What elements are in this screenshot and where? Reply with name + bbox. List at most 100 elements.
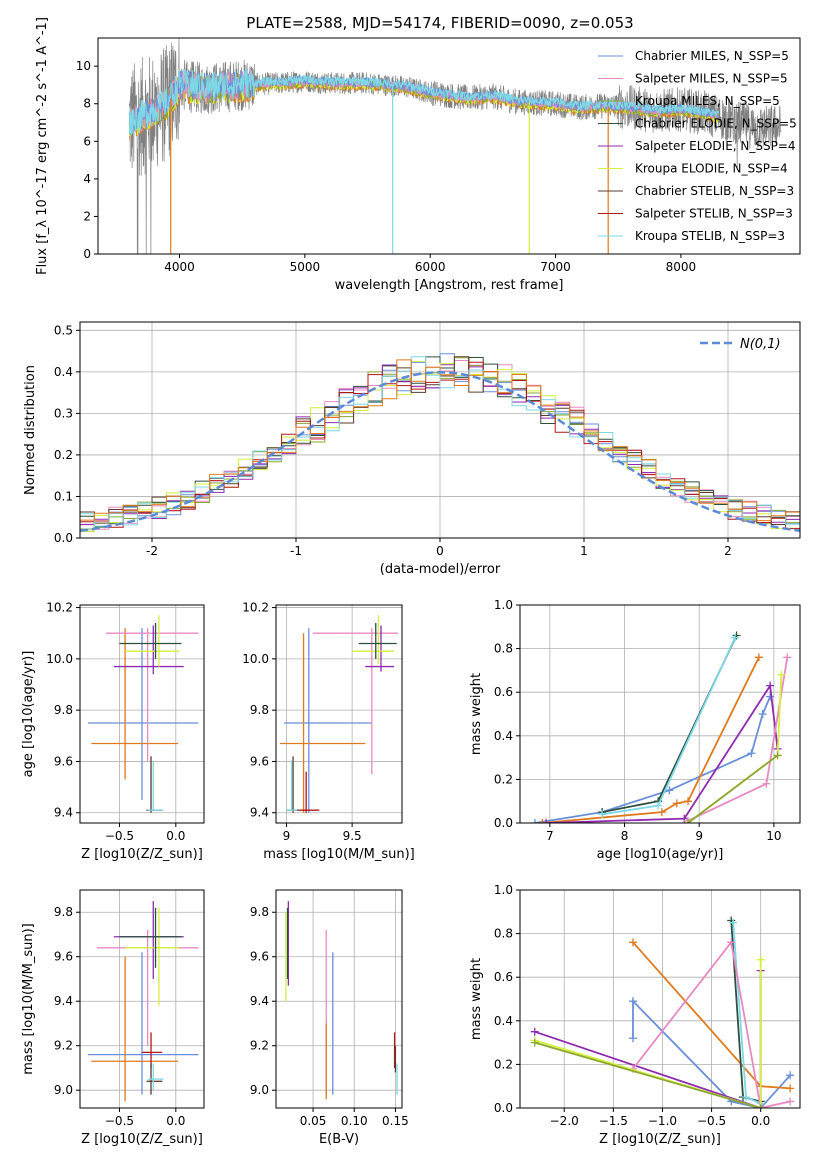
x-axis-label: E(B-V) (319, 1132, 359, 1147)
plot-area (87, 901, 199, 1102)
y-tick-label: 10.0 (242, 652, 269, 666)
axes-frame (79, 604, 205, 824)
data-point-marker (538, 819, 547, 823)
data-point-marker (727, 938, 736, 947)
x-tick-label: −0.5 (105, 829, 134, 843)
y-tick-label: 9.2 (54, 1039, 73, 1053)
y-tick-label: 9.8 (54, 703, 73, 717)
y-tick-label: 0.0 (54, 531, 73, 545)
y-axis-label: Normed distribution (23, 365, 38, 495)
data-point-marker (773, 751, 782, 760)
x-tick-label: 0 (436, 544, 444, 558)
x-tick-label: 10 (766, 829, 781, 843)
x-axis-label: Z [log10(Z/Z_sun)] (81, 1132, 203, 1147)
chart-mass_vs_ebv: 0.05 0.10 0.15 9.0 9.2 9.4 9.6 9.8 E(B-V) (250, 889, 409, 1147)
data-point-marker (657, 808, 666, 817)
legend-label: Salpeter ELODIE, N_SSP=4 (635, 139, 796, 153)
x-tick-label: 0.0 (166, 1114, 185, 1128)
y-tick-label: 9.0 (54, 1083, 73, 1097)
y-axis-label: mass weight (469, 958, 484, 1040)
data-point-marker (783, 653, 792, 662)
y-tick-label: 0.5 (54, 323, 73, 337)
data-point-marker (786, 1084, 795, 1093)
data-point-marker (598, 810, 607, 819)
legend: N(0,1) (700, 337, 781, 352)
x-tick-label: −0.5 (697, 1114, 726, 1128)
normal-curve (80, 371, 800, 532)
data-point-marker (766, 681, 775, 690)
data-point-marker (654, 801, 663, 810)
y-tick-label: 0.0 (494, 1101, 513, 1115)
x-axis-label: Z [log10(Z/Z_sun)] (81, 847, 203, 862)
data-point-marker (628, 938, 637, 947)
y-tick-label: 0.2 (494, 772, 513, 786)
x-tick-label: 0.0 (166, 829, 185, 843)
x-tick-label: -2 (146, 544, 158, 558)
axes-frame (79, 889, 205, 1109)
y-tick-label: 9.6 (250, 950, 269, 964)
legend-label: Kroupa STELIB, N_SSP=3 (635, 229, 785, 243)
axes-frame (97, 37, 801, 255)
weight-line-kroupa_miles (687, 754, 779, 823)
y-tick-label: 8 (83, 97, 91, 111)
y-tick-label: 0.3 (54, 406, 73, 420)
data-point-marker (786, 1097, 795, 1106)
x-tick-label: 2 (724, 544, 732, 558)
x-tick-label: 7000 (540, 260, 571, 274)
weight-line-salpeter_elodie (546, 683, 779, 823)
x-tick-label: −2.0 (550, 1114, 579, 1128)
legend-label: Kroupa ELODIE, N_SSP=4 (635, 162, 788, 176)
y-tick-label: 0.4 (54, 365, 73, 379)
data-point-marker (530, 1038, 539, 1047)
data-point-marker (672, 799, 681, 808)
y-tick-label: 2 (83, 209, 91, 223)
y-tick-label: 9.8 (54, 905, 73, 919)
y-tick-label: 9.4 (250, 806, 269, 820)
x-tick-label: 0.15 (382, 1114, 409, 1128)
y-tick-label: 1.0 (494, 598, 513, 612)
weight-line-kroupa_miles (534, 1041, 761, 1108)
x-axis-label: (data-model)/error (380, 562, 501, 577)
y-tick-label: 0.0 (494, 816, 513, 830)
weight-line-salpeter_miles (632, 940, 791, 1108)
x-axis-label: Z [log10(Z/Z_sun)] (599, 1132, 721, 1147)
data-point-marker (754, 653, 763, 662)
plot-area (285, 901, 398, 1100)
plot-area (87, 615, 199, 813)
y-tick-label: 6 (83, 134, 91, 148)
x-tick-label: −0.5 (105, 1114, 134, 1128)
y-tick-label: 9.8 (250, 703, 269, 717)
data-point-marker (786, 1071, 795, 1080)
legend-label: Chabrier STELIB, N_SSP=3 (635, 184, 794, 198)
axes-frame (275, 889, 403, 1109)
plot-area (80, 353, 800, 533)
y-tick-label: 0.4 (494, 1014, 513, 1028)
plot-area (530, 631, 792, 823)
data-point-marker (665, 786, 674, 795)
x-tick-label: 0.0 (751, 1114, 770, 1128)
x-tick-label: 5000 (290, 260, 321, 274)
data-point-marker (756, 955, 765, 964)
figure-title: PLATE=2588, MJD=54174, FIBERID=0090, z=0… (246, 14, 633, 32)
y-tick-label: 0 (83, 247, 91, 261)
axes-frame (519, 889, 801, 1109)
y-axis-label: Flux [f_λ 10^-17 erg cm^-2 s^-1 A^-1] (35, 17, 50, 275)
weight-line-kroupa_stelib (601, 637, 736, 816)
data-point-marker (766, 692, 775, 701)
data-point-marker (756, 1104, 765, 1108)
data-point-marker (777, 670, 786, 679)
data-point-marker (684, 797, 692, 806)
y-tick-label: 0.4 (494, 729, 513, 743)
x-tick-label: 7 (546, 829, 554, 843)
y-tick-label: 10 (76, 59, 91, 73)
y-tick-label: 0.1 (54, 489, 73, 503)
legend-label: Salpeter STELIB, N_SSP=3 (635, 207, 793, 221)
x-tick-label: −1.0 (648, 1114, 677, 1128)
weight-line-salpeter_elodie (534, 970, 762, 1108)
y-tick-label: 9.6 (54, 950, 73, 964)
x-tick-label: −1.5 (599, 1114, 628, 1128)
x-tick-label: -1 (290, 544, 302, 558)
y-tick-label: 9.6 (54, 754, 73, 768)
data-point-marker (731, 633, 740, 642)
